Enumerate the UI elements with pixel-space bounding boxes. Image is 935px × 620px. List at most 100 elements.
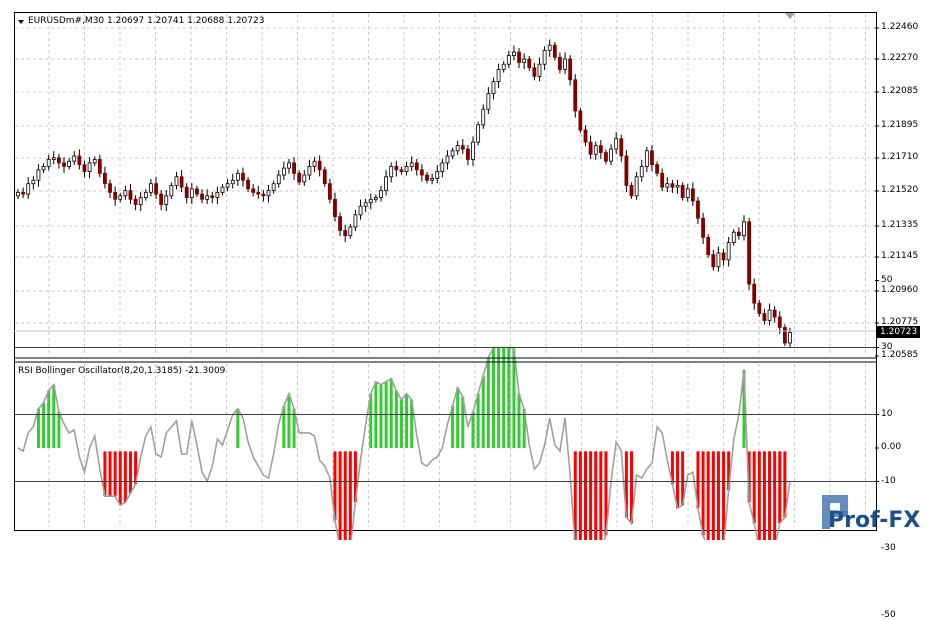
candle-body xyxy=(307,165,312,176)
histogram-bar-negative xyxy=(747,451,751,503)
histogram-bar-negative xyxy=(630,451,634,524)
candle-body xyxy=(644,150,649,167)
price-tick-label: 1.21145 xyxy=(881,251,919,261)
candle-body xyxy=(593,145,598,155)
candle-body xyxy=(276,174,281,185)
candle-body xyxy=(762,313,767,321)
candle-body xyxy=(31,179,36,185)
candle-body xyxy=(614,138,619,150)
candle-body xyxy=(220,186,225,193)
candle-body xyxy=(87,162,92,172)
candle-body xyxy=(230,179,235,185)
candle-body xyxy=(476,124,481,143)
histogram-bar-negative xyxy=(757,451,761,540)
candle-body xyxy=(353,214,358,228)
candle-body xyxy=(619,138,624,157)
histogram-bar-positive xyxy=(282,405,286,448)
candle-body xyxy=(639,165,644,178)
oscillator-tick-label: 30 xyxy=(881,341,893,352)
candle-body xyxy=(51,157,56,160)
grid-lines xyxy=(15,14,879,527)
candle-body xyxy=(430,178,435,181)
candle-body xyxy=(373,197,378,200)
candle-body xyxy=(752,283,757,304)
candle-body xyxy=(512,51,516,56)
candle-body xyxy=(624,155,629,186)
candle-body xyxy=(537,63,542,77)
candle-body xyxy=(665,183,670,188)
histogram-bar-positive xyxy=(292,408,296,448)
histogram-bar-negative xyxy=(599,451,603,540)
histogram-bar-negative xyxy=(696,451,700,509)
candle-body xyxy=(522,58,527,63)
histogram-bar-positive xyxy=(389,378,393,448)
candle-body xyxy=(72,155,77,162)
candle-body xyxy=(312,160,317,167)
chart-canvas[interactable] xyxy=(0,0,935,540)
candle-body xyxy=(721,252,726,261)
histogram-bar-negative xyxy=(108,451,112,497)
candle-body xyxy=(527,58,532,69)
candle-body xyxy=(496,69,501,82)
main-chart-title: EURUSDm#,M30 1.20697 1.20741 1.20688 1.2… xyxy=(28,16,265,26)
candle-body xyxy=(261,193,266,197)
histogram-bar-negative xyxy=(783,451,787,518)
candle-body xyxy=(788,332,792,344)
candle-body xyxy=(506,55,511,65)
histogram-bar-negative xyxy=(762,451,766,540)
candle-body xyxy=(583,129,588,143)
candle-body xyxy=(57,157,61,164)
candle-body xyxy=(225,183,230,188)
histogram-bar-negative xyxy=(113,451,117,497)
candle-body xyxy=(685,188,690,198)
candle-body xyxy=(690,188,695,202)
candle-body xyxy=(660,172,665,188)
candle-body xyxy=(271,183,276,192)
candle-body xyxy=(62,162,66,167)
histogram-bar-negative xyxy=(604,451,608,536)
candle-body xyxy=(358,205,363,216)
histogram-bar-negative xyxy=(706,451,710,540)
histogram-bar-negative xyxy=(343,451,347,540)
symbol-dropdown-icon[interactable] xyxy=(18,20,24,24)
histogram-bar-negative xyxy=(778,451,782,524)
histogram-bar-negative xyxy=(752,451,756,524)
candle-body xyxy=(706,236,711,256)
candle-body xyxy=(389,165,394,178)
histogram-bar-negative xyxy=(676,451,680,509)
candle-body xyxy=(655,164,659,174)
histogram-bar-positive xyxy=(451,405,455,448)
candle-body xyxy=(179,176,184,188)
histogram-bar-negative xyxy=(348,451,352,540)
candle-body xyxy=(701,217,705,238)
histogram-bar-negative xyxy=(701,451,705,536)
histogram-bar-negative xyxy=(578,451,582,540)
candle-body xyxy=(159,193,164,205)
candle-body xyxy=(46,159,51,167)
candle-body xyxy=(108,183,112,193)
candle-body xyxy=(747,221,751,285)
histogram-bar-negative xyxy=(573,451,577,540)
candle-body xyxy=(302,174,307,183)
candle-body xyxy=(41,165,46,171)
candle-body xyxy=(450,150,455,157)
histogram-bar-positive xyxy=(461,396,465,448)
candle-body xyxy=(200,193,204,200)
candle-body xyxy=(409,162,414,167)
candle-body xyxy=(731,231,736,243)
price-candles xyxy=(16,39,792,347)
price-tick-label: 1.21710 xyxy=(881,152,919,162)
candle-body xyxy=(742,221,746,237)
histogram-bar-positive xyxy=(517,393,521,448)
candle-body xyxy=(772,309,777,318)
price-tick-label: 1.21895 xyxy=(881,120,919,130)
candle-body xyxy=(777,316,782,328)
oscillator-line xyxy=(17,346,791,540)
candle-body xyxy=(455,145,460,152)
candle-body xyxy=(491,81,496,95)
oscillator-tick-label: -10 xyxy=(881,475,896,486)
chart-shift-marker[interactable] xyxy=(785,13,795,19)
histogram-bar-positive xyxy=(399,399,403,448)
candle-body xyxy=(317,160,322,171)
candle-body xyxy=(542,49,547,65)
